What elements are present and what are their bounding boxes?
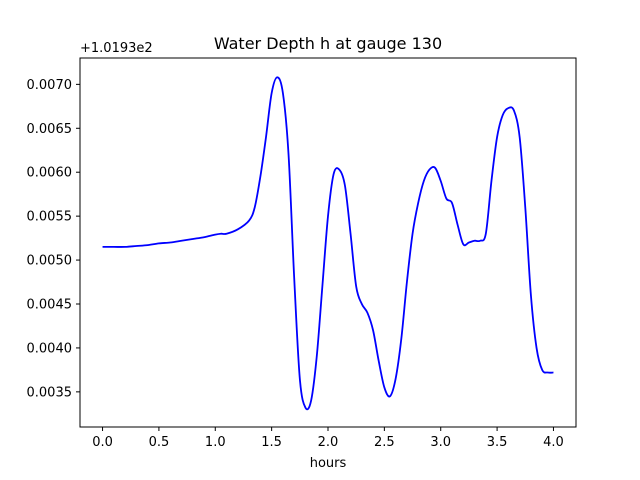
x-tick-label: 3.5 xyxy=(487,435,508,450)
x-axis: 0.0 0.5 1.0 1.5 2.0 2.5 3.0 3.5 4.0 xyxy=(92,427,564,450)
y-tick-label: 0.0035 xyxy=(27,385,73,400)
y-offset-label: +1.0193e2 xyxy=(80,41,153,56)
x-axis-label: hours xyxy=(310,456,347,471)
x-tick-label: 0.0 xyxy=(92,435,113,450)
x-tick-label: 2.5 xyxy=(374,435,395,450)
y-tick-label: 0.0040 xyxy=(27,341,73,356)
x-tick-label: 1.0 xyxy=(205,435,226,450)
x-tick-label: 4.0 xyxy=(543,435,564,450)
chart-title: Water Depth h at gauge 130 xyxy=(214,34,442,53)
y-tick-label: 0.0045 xyxy=(27,298,73,313)
x-tick-label: 2.0 xyxy=(318,435,339,450)
y-tick-label: 0.0070 xyxy=(27,78,73,93)
y-tick-label: 0.0065 xyxy=(27,122,73,137)
plot-area xyxy=(102,76,554,411)
y-tick-label: 0.0055 xyxy=(27,210,73,225)
series-line xyxy=(102,76,554,411)
y-tick-label: 0.0050 xyxy=(27,254,73,269)
y-tick-label: 0.0060 xyxy=(27,166,73,181)
x-tick-label: 3.0 xyxy=(430,435,451,450)
y-axis: 0.0035 0.0040 0.0045 0.0050 0.0055 0.0060 0.00… xyxy=(27,78,80,400)
plot-frame xyxy=(79,57,577,428)
x-tick-label: 1.5 xyxy=(261,435,282,450)
x-tick-label: 0.5 xyxy=(149,435,170,450)
